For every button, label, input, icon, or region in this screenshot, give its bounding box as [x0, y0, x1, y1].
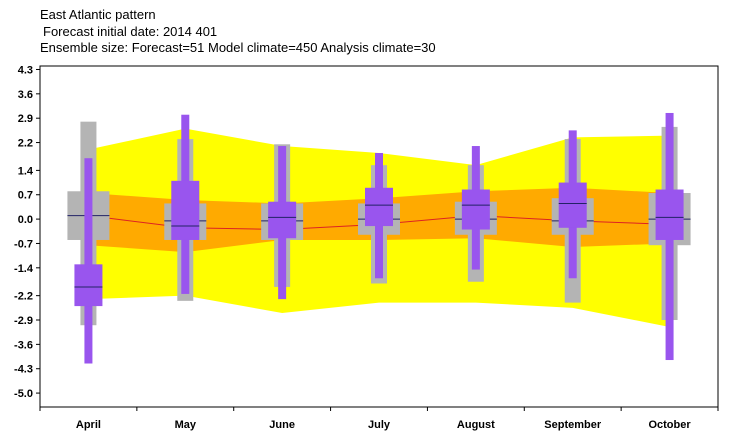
- box-group-may: [164, 114, 207, 301]
- y-tick-label: -2.9: [14, 315, 33, 327]
- box-group-june: [261, 144, 304, 300]
- y-tick-label: 0.7: [18, 190, 33, 202]
- y-tick-label: -2.2: [14, 291, 33, 303]
- x-tick-label-october: October: [648, 419, 691, 431]
- forecast-box: [365, 187, 393, 227]
- ensemble-size-subtitle: Ensemble size: Forecast=51 Model climate…: [40, 40, 436, 55]
- y-tick-label: -1.4: [14, 263, 34, 275]
- box-group-july: [358, 152, 400, 284]
- y-tick-label: 3.6: [18, 89, 33, 101]
- forecast-whisker: [84, 158, 93, 364]
- forecast-box: [461, 189, 490, 230]
- x-axis: April May June July August September October: [39, 407, 719, 431]
- y-tick-label: 2.9: [18, 113, 33, 125]
- plot-frame: [39, 65, 719, 408]
- box-group-april: [67, 121, 110, 364]
- y-tick-label: 0.0: [18, 214, 33, 226]
- forecast-box: [558, 182, 587, 228]
- y-tick-label: 1.4: [18, 165, 34, 177]
- forecast-box: [74, 264, 103, 307]
- x-tick-label-july: July: [368, 419, 391, 431]
- forecast-box: [655, 189, 684, 240]
- x-tick-label-june: June: [269, 419, 295, 431]
- y-tick-label: -5.0: [14, 388, 33, 400]
- y-tick-label: 4.3: [18, 64, 33, 76]
- chart-title: East Atlantic pattern: [40, 7, 156, 22]
- box-group-october: [648, 112, 691, 361]
- y-axis: 4.3 3.6 2.9 2.2 1.4 0.7 0.0 -0.7 -1.4 -2.2 -2.9 -3.…: [14, 64, 40, 400]
- y-tick-label: -3.6: [14, 339, 33, 351]
- chart-titles: East Atlantic pattern Forecast initial d…: [40, 7, 436, 57]
- y-tick-label: -0.7: [14, 238, 33, 250]
- forecast-box: [171, 180, 200, 240]
- box-groups: [67, 112, 691, 364]
- forecast-date-subtitle: Forecast initial date: 2014 401: [43, 23, 218, 39]
- forecast-box: [268, 201, 297, 239]
- x-tick-label-september: September: [544, 419, 602, 431]
- y-tick-label: -4.3: [14, 364, 33, 376]
- y-tick-label: 2.2: [18, 138, 33, 150]
- box-group-august: [454, 146, 497, 282]
- x-tick-label-april: April: [76, 419, 101, 431]
- x-tick-label-may: May: [175, 419, 197, 431]
- x-tick-label-august: August: [457, 419, 495, 431]
- box-group-september: [551, 130, 594, 303]
